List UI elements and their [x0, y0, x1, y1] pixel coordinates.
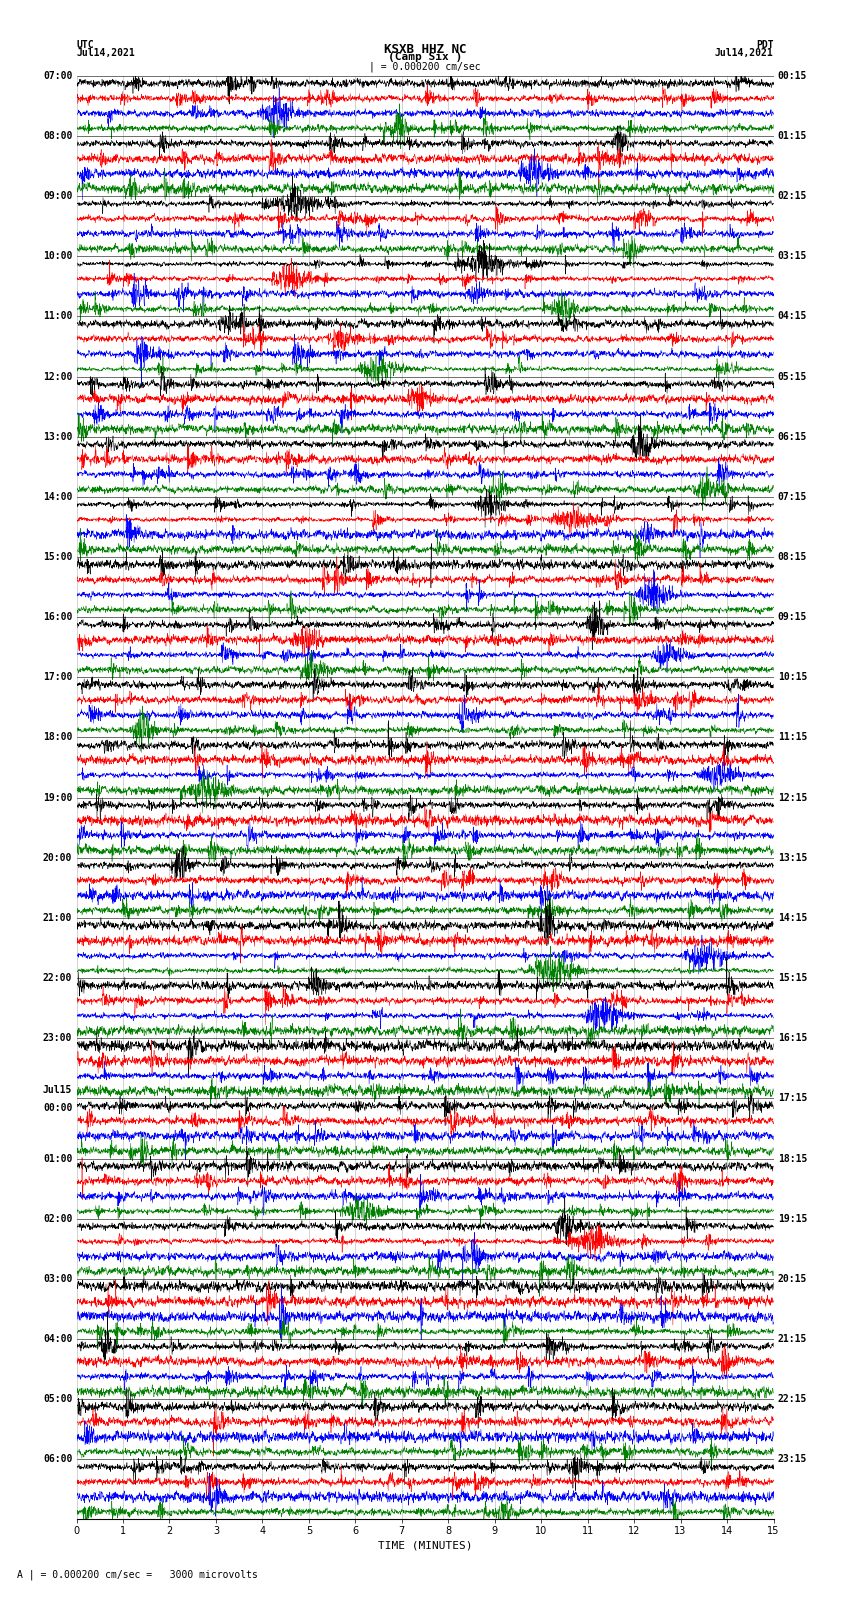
- Text: 08:00: 08:00: [42, 131, 72, 140]
- Text: 02:00: 02:00: [42, 1213, 72, 1224]
- Text: 09:15: 09:15: [778, 613, 807, 623]
- Text: 20:00: 20:00: [42, 853, 72, 863]
- Text: 16:15: 16:15: [778, 1034, 807, 1044]
- Text: 11:00: 11:00: [42, 311, 72, 321]
- Text: 15:15: 15:15: [778, 973, 807, 982]
- Text: 13:15: 13:15: [778, 853, 807, 863]
- Text: 17:15: 17:15: [778, 1094, 807, 1103]
- Text: 18:15: 18:15: [778, 1153, 807, 1163]
- Text: 16:00: 16:00: [42, 613, 72, 623]
- Text: 12:00: 12:00: [42, 371, 72, 382]
- Text: 00:15: 00:15: [778, 71, 807, 81]
- Text: 21:15: 21:15: [778, 1334, 807, 1344]
- Text: 10:15: 10:15: [778, 673, 807, 682]
- Text: Jul14,2021: Jul14,2021: [715, 48, 774, 58]
- Text: 01:00: 01:00: [42, 1153, 72, 1163]
- Text: 03:00: 03:00: [42, 1274, 72, 1284]
- Text: 06:15: 06:15: [778, 432, 807, 442]
- Text: 23:00: 23:00: [42, 1034, 72, 1044]
- Text: | = 0.000200 cm/sec: | = 0.000200 cm/sec: [369, 61, 481, 73]
- Text: 10:00: 10:00: [42, 252, 72, 261]
- Text: 19:00: 19:00: [42, 792, 72, 803]
- Text: 07:15: 07:15: [778, 492, 807, 502]
- Text: 19:15: 19:15: [778, 1213, 807, 1224]
- Text: 06:00: 06:00: [42, 1455, 72, 1465]
- Text: 22:00: 22:00: [42, 973, 72, 982]
- Text: A | = 0.000200 cm/sec =   3000 microvolts: A | = 0.000200 cm/sec = 3000 microvolts: [17, 1569, 258, 1581]
- Text: 11:15: 11:15: [778, 732, 807, 742]
- Text: 04:15: 04:15: [778, 311, 807, 321]
- Text: 21:00: 21:00: [42, 913, 72, 923]
- Text: 03:15: 03:15: [778, 252, 807, 261]
- Text: KSXB HHZ NC: KSXB HHZ NC: [383, 44, 467, 56]
- Text: 23:15: 23:15: [778, 1455, 807, 1465]
- Text: 14:00: 14:00: [42, 492, 72, 502]
- Text: Jul15: Jul15: [42, 1086, 72, 1095]
- Text: 15:00: 15:00: [42, 552, 72, 561]
- Text: 17:00: 17:00: [42, 673, 72, 682]
- Text: 01:15: 01:15: [778, 131, 807, 140]
- Text: 13:00: 13:00: [42, 432, 72, 442]
- Text: 04:00: 04:00: [42, 1334, 72, 1344]
- Text: Jul14,2021: Jul14,2021: [76, 48, 135, 58]
- Text: 05:15: 05:15: [778, 371, 807, 382]
- Text: 22:15: 22:15: [778, 1394, 807, 1405]
- Text: 12:15: 12:15: [778, 792, 807, 803]
- Text: PDT: PDT: [756, 39, 774, 50]
- Text: 05:00: 05:00: [42, 1394, 72, 1405]
- Text: 08:15: 08:15: [778, 552, 807, 561]
- Text: 02:15: 02:15: [778, 190, 807, 202]
- Text: 14:15: 14:15: [778, 913, 807, 923]
- Text: 09:00: 09:00: [42, 190, 72, 202]
- Text: 07:00: 07:00: [42, 71, 72, 81]
- Text: (Camp Six ): (Camp Six ): [388, 52, 462, 61]
- Text: 00:00: 00:00: [42, 1103, 72, 1113]
- X-axis label: TIME (MINUTES): TIME (MINUTES): [377, 1540, 473, 1550]
- Text: UTC: UTC: [76, 39, 94, 50]
- Text: 20:15: 20:15: [778, 1274, 807, 1284]
- Text: 18:00: 18:00: [42, 732, 72, 742]
